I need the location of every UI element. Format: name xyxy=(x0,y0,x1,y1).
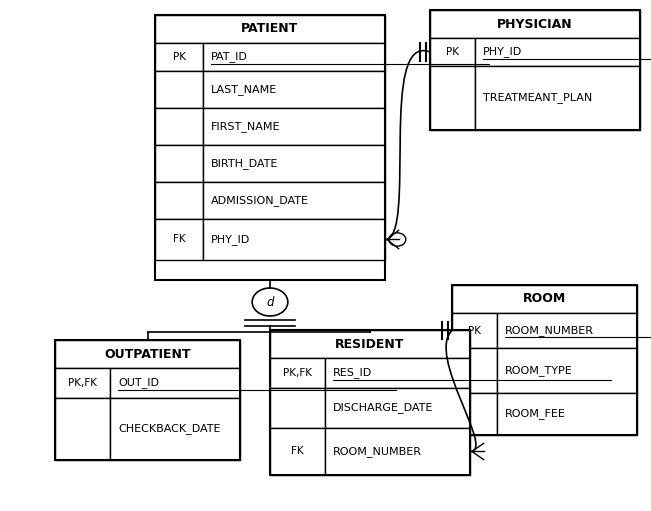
Bar xyxy=(203,108,385,145)
Bar xyxy=(55,340,240,368)
Text: ROOM: ROOM xyxy=(523,292,566,306)
Bar xyxy=(475,66,640,130)
Bar xyxy=(497,313,637,348)
Bar xyxy=(155,219,203,260)
Bar xyxy=(325,358,470,388)
Text: PK: PK xyxy=(468,326,481,336)
Bar xyxy=(155,145,203,182)
Text: PHY_ID: PHY_ID xyxy=(211,234,250,245)
Bar xyxy=(270,330,470,475)
Bar xyxy=(325,388,470,428)
Bar xyxy=(110,398,240,460)
Text: ROOM_FEE: ROOM_FEE xyxy=(505,409,566,420)
Bar xyxy=(270,330,470,358)
Text: FK: FK xyxy=(173,235,186,244)
Text: FIRST_NAME: FIRST_NAME xyxy=(211,121,281,132)
Bar xyxy=(155,15,385,280)
Bar xyxy=(452,393,497,435)
Text: OUTPATIENT: OUTPATIENT xyxy=(104,347,191,360)
Text: RESIDENT: RESIDENT xyxy=(335,337,405,351)
Text: PHYSICIAN: PHYSICIAN xyxy=(497,17,573,31)
Text: ROOM_NUMBER: ROOM_NUMBER xyxy=(505,325,594,336)
Bar xyxy=(203,43,385,71)
Bar xyxy=(155,182,203,219)
Bar xyxy=(270,388,325,428)
Bar xyxy=(203,71,385,108)
Bar xyxy=(55,340,240,460)
Text: PK,FK: PK,FK xyxy=(68,378,97,388)
Text: DISCHARGE_DATE: DISCHARGE_DATE xyxy=(333,403,434,413)
Text: PK: PK xyxy=(446,47,459,57)
Bar xyxy=(203,145,385,182)
Bar xyxy=(430,66,475,130)
Bar xyxy=(155,108,203,145)
Bar xyxy=(452,313,497,348)
Bar xyxy=(497,393,637,435)
Text: CHECKBACK_DATE: CHECKBACK_DATE xyxy=(118,424,221,434)
Text: FK: FK xyxy=(291,447,304,456)
Bar xyxy=(270,358,325,388)
Bar xyxy=(497,348,637,393)
Text: PAT_ID: PAT_ID xyxy=(211,52,248,62)
Bar xyxy=(203,182,385,219)
Text: ADMISSION_DATE: ADMISSION_DATE xyxy=(211,195,309,206)
Text: ROOM_TYPE: ROOM_TYPE xyxy=(505,365,573,376)
Bar xyxy=(270,428,325,475)
Text: RES_ID: RES_ID xyxy=(333,367,372,379)
Text: BIRTH_DATE: BIRTH_DATE xyxy=(211,158,279,169)
Text: OUT_ID: OUT_ID xyxy=(118,378,159,388)
Text: TREATMEANT_PLAN: TREATMEANT_PLAN xyxy=(483,92,592,103)
Bar xyxy=(430,38,475,66)
Bar xyxy=(452,285,637,435)
Bar xyxy=(430,10,640,130)
Bar xyxy=(452,285,637,313)
Text: PK,FK: PK,FK xyxy=(283,368,312,378)
Bar xyxy=(475,38,640,66)
Text: PK: PK xyxy=(173,52,186,62)
Bar xyxy=(155,15,385,43)
Text: PATIENT: PATIENT xyxy=(242,22,299,35)
Bar xyxy=(430,10,640,38)
Bar xyxy=(55,368,110,398)
Bar xyxy=(110,368,240,398)
Text: LAST_NAME: LAST_NAME xyxy=(211,84,277,95)
Bar xyxy=(203,219,385,260)
Bar xyxy=(55,398,110,460)
Bar xyxy=(155,71,203,108)
Text: d: d xyxy=(266,295,274,309)
Bar xyxy=(452,348,497,393)
Text: ROOM_NUMBER: ROOM_NUMBER xyxy=(333,446,422,457)
Text: PHY_ID: PHY_ID xyxy=(483,47,522,57)
Bar xyxy=(155,43,203,71)
Bar xyxy=(325,428,470,475)
